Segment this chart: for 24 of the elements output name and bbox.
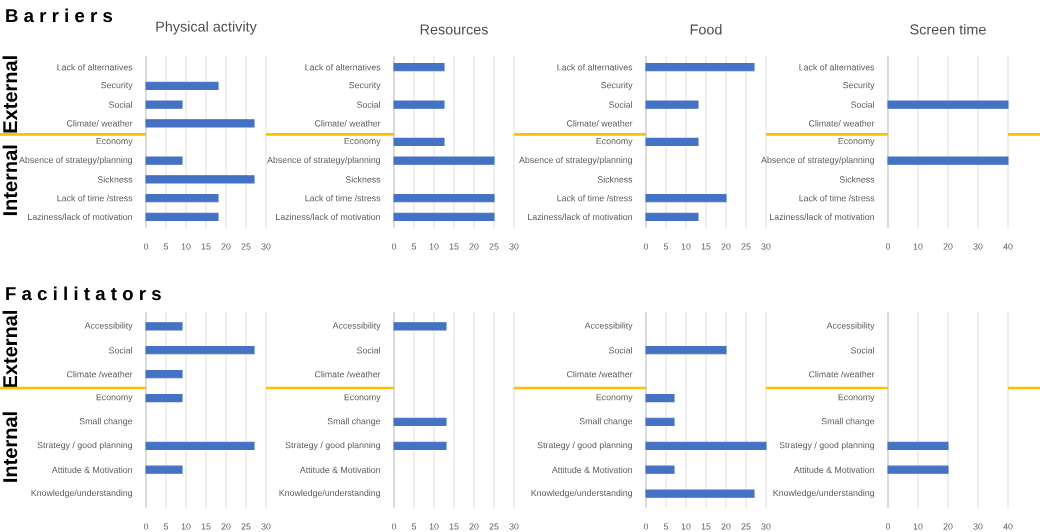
text: B a r r i e r s — [6, 8, 113, 23]
bar — [645, 417, 675, 427]
bar — [145, 100, 183, 109]
bar — [145, 212, 219, 221]
bar — [645, 465, 675, 474]
text: Internal — [2, 145, 18, 216]
text: Internal — [2, 412, 18, 482]
bar — [645, 63, 755, 72]
bar — [645, 212, 699, 221]
bar — [145, 156, 183, 165]
bar — [645, 346, 727, 355]
bar — [145, 175, 255, 184]
text: External — [2, 311, 18, 388]
bar — [145, 119, 255, 128]
text: External — [2, 56, 18, 133]
bar — [645, 100, 699, 109]
bar — [645, 193, 727, 203]
bar — [145, 193, 219, 203]
bar — [645, 441, 767, 450]
bar — [145, 81, 219, 91]
bar — [645, 137, 699, 147]
bar — [645, 489, 755, 498]
text: F a c i l i t a t o r s — [6, 286, 161, 301]
bar — [645, 393, 675, 403]
